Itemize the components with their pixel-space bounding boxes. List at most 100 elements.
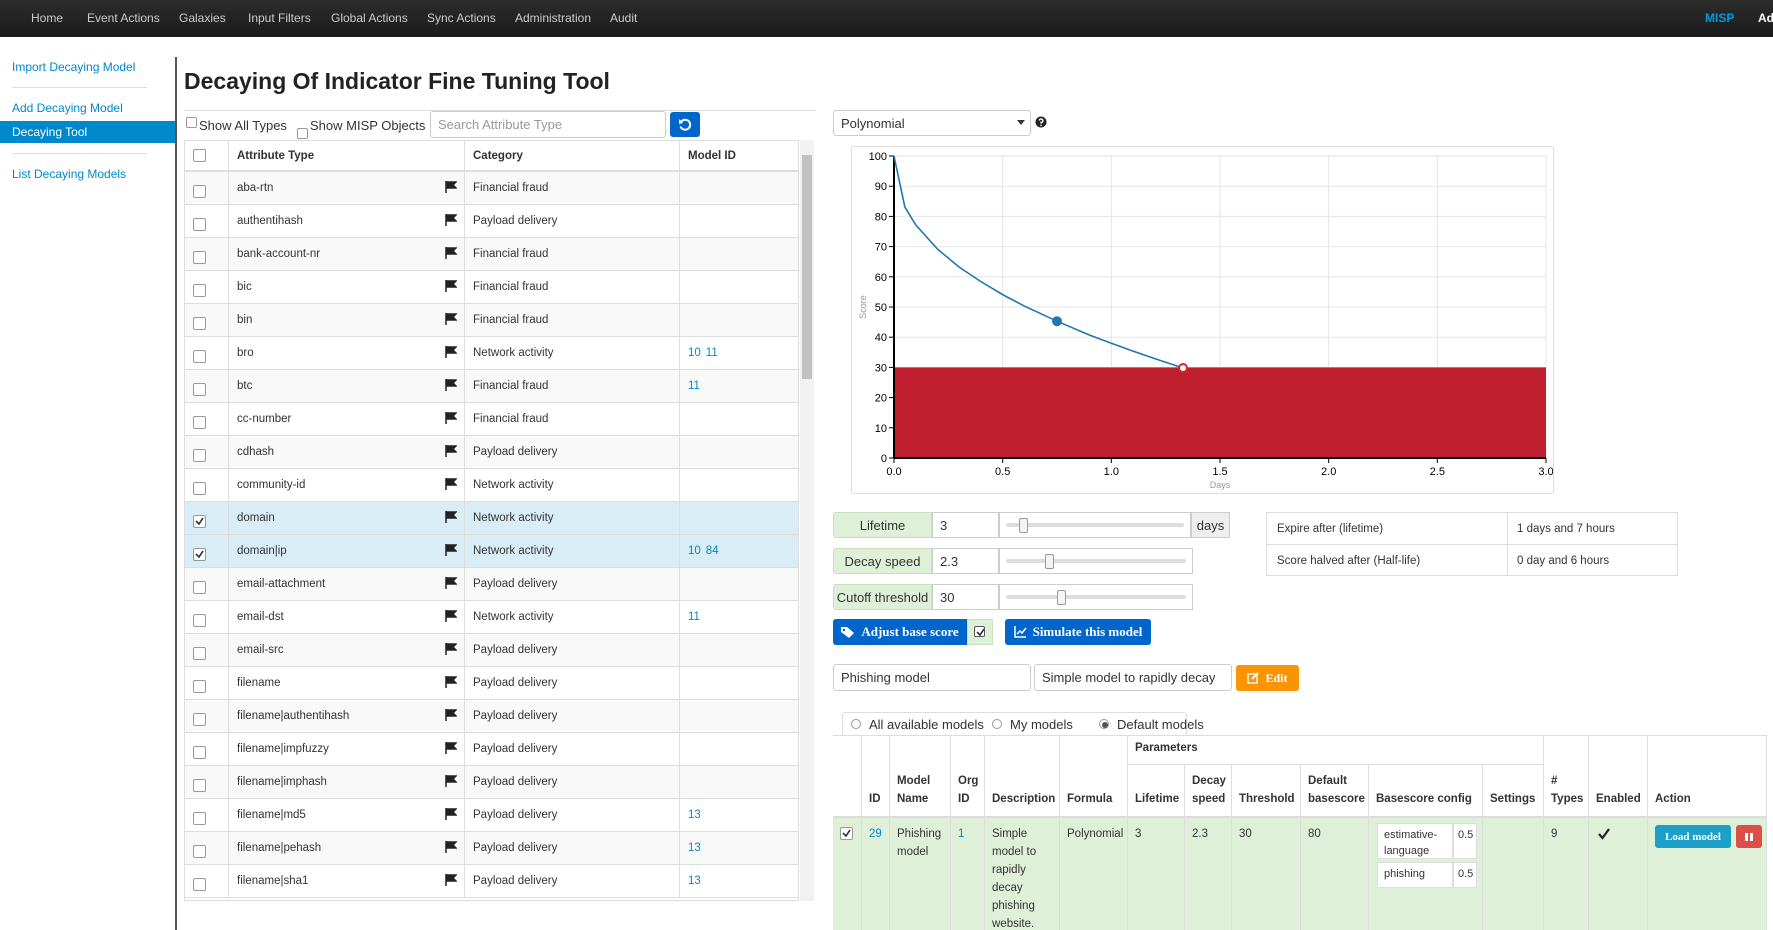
slider[interactable] (999, 584, 1193, 610)
param-input[interactable]: 2.3 (932, 548, 999, 574)
model-id-link[interactable]: 10 (688, 545, 701, 557)
table-row[interactable]: filename|sha1Payload delivery13 (185, 865, 799, 898)
checkbox[interactable] (186, 117, 197, 128)
checkbox[interactable] (193, 812, 206, 825)
user-menu[interactable]: Admin (1758, 0, 1773, 37)
cell-text[interactable]: 29 (869, 828, 882, 840)
nav-item[interactable]: Global Actions (331, 0, 408, 37)
table-row[interactable]: email-attachmentPayload delivery (185, 568, 799, 601)
cell-text[interactable]: 1 (958, 828, 964, 840)
model-id-link[interactable]: 11 (706, 347, 718, 359)
sidebar-link[interactable]: Decaying Tool (12, 125, 87, 139)
table-row[interactable]: community-idNetwork activity (185, 469, 799, 502)
brand[interactable]: MISP (1705, 0, 1734, 37)
table-row[interactable]: broNetwork activity1011 (185, 337, 799, 370)
nav-item[interactable]: Administration (515, 0, 591, 37)
delete-button[interactable] (1736, 825, 1762, 848)
model-name-input[interactable]: Phishing model (833, 664, 1031, 691)
radio[interactable] (1099, 719, 1109, 729)
table-row[interactable]: cdhashPayload delivery (185, 436, 799, 469)
scroll-thumb[interactable] (802, 155, 812, 379)
nav-item[interactable]: Event Actions (87, 0, 160, 37)
checkbox[interactable] (193, 149, 206, 162)
table-row[interactable]: btcFinancial fraud11 (185, 370, 799, 403)
checkbox[interactable] (193, 218, 206, 231)
model-description-input[interactable]: Simple model to rapidly decay (1034, 664, 1232, 691)
model-id-link[interactable]: 10 (688, 347, 701, 359)
slider-thumb[interactable] (1045, 554, 1054, 569)
table-row[interactable]: email-dstNetwork activity11 (185, 601, 799, 634)
sidebar-link[interactable]: Import Decaying Model (12, 60, 135, 74)
model-id-link[interactable]: 11 (688, 611, 700, 623)
checkbox[interactable] (193, 383, 206, 396)
model-id-link[interactable]: 11 (688, 380, 700, 392)
checkbox[interactable] (193, 416, 206, 429)
table-row[interactable]: aba-rtnFinancial fraud (185, 172, 799, 205)
checkbox[interactable] (193, 515, 206, 528)
table-row[interactable]: email-srcPayload delivery (185, 634, 799, 667)
checkbox[interactable] (193, 878, 206, 891)
param-input[interactable]: 30 (932, 584, 999, 610)
radio[interactable] (851, 719, 861, 729)
help-icon[interactable] (1035, 116, 1047, 128)
nav-item[interactable]: Input Filters (248, 0, 311, 37)
formula-select[interactable]: Polynomial (833, 110, 1031, 136)
checkbox[interactable] (193, 350, 206, 363)
slider[interactable] (999, 512, 1191, 538)
slider-thumb[interactable] (1019, 518, 1028, 533)
nav-item[interactable]: Galaxies (179, 0, 226, 37)
table-row[interactable]: filename|impfuzzyPayload delivery (185, 733, 799, 766)
checkbox[interactable] (193, 713, 206, 726)
model-id-link[interactable]: 84 (706, 545, 719, 557)
scrollbar[interactable] (800, 140, 814, 901)
reset-button[interactable] (670, 112, 700, 137)
checkbox[interactable] (193, 449, 206, 462)
param-input[interactable]: 3 (932, 512, 999, 538)
load-button[interactable]: Load model (1655, 825, 1731, 848)
checkbox[interactable] (193, 746, 206, 759)
table-row[interactable]: filename|authentihashPayload delivery (185, 700, 799, 733)
table-row[interactable]: cc-numberFinancial fraud (185, 403, 799, 436)
checkbox[interactable] (193, 251, 206, 264)
checkbox[interactable] (974, 626, 985, 637)
checkbox[interactable] (193, 317, 206, 330)
edit-button[interactable]: Edit (1236, 665, 1299, 691)
sidebar-link[interactable]: List Decaying Models (12, 167, 126, 181)
slider-thumb[interactable] (1057, 590, 1066, 605)
table-row[interactable]: bank-account-nrFinancial fraud (185, 238, 799, 271)
checkbox[interactable] (193, 647, 206, 660)
checkbox[interactable] (193, 779, 206, 792)
model-id-link[interactable]: 13 (688, 842, 701, 854)
adjust-toggle[interactable] (967, 619, 993, 645)
checkbox[interactable] (193, 614, 206, 627)
nav-item[interactable]: Audit (610, 0, 637, 37)
table-row[interactable]: authentihashPayload delivery (185, 205, 799, 238)
sidebar-link[interactable]: Add Decaying Model (12, 101, 123, 115)
checkbox[interactable] (193, 581, 206, 594)
checkbox[interactable] (193, 680, 206, 693)
radio[interactable] (992, 719, 1002, 729)
checkbox[interactable] (193, 845, 206, 858)
checkbox[interactable] (193, 185, 206, 198)
checkbox[interactable] (297, 128, 308, 139)
checkbox[interactable] (193, 548, 206, 561)
table-row[interactable]: filenamePayload delivery (185, 667, 799, 700)
model-id-link[interactable]: 13 (688, 809, 701, 821)
slider[interactable] (999, 548, 1193, 574)
table-row[interactable]: domainNetwork activity (185, 502, 799, 535)
search-input[interactable]: Search Attribute Type (430, 111, 666, 138)
nav-item[interactable]: Home (31, 0, 63, 37)
checkbox[interactable] (193, 284, 206, 297)
model-id-link[interactable]: 13 (688, 875, 701, 887)
table-row[interactable]: domain|ipNetwork activity1084 (185, 535, 799, 568)
simulate-button[interactable]: Simulate this model (1005, 619, 1151, 645)
table-row[interactable]: bicFinancial fraud (185, 271, 799, 304)
table-row[interactable]: filename|md5Payload delivery13 (185, 799, 799, 832)
nav-item[interactable]: Sync Actions (427, 0, 496, 37)
adjust-button[interactable]: Adjust base score (833, 619, 967, 645)
checkbox[interactable] (193, 482, 206, 495)
table-row[interactable]: filename|imphashPayload delivery (185, 766, 799, 799)
table-row[interactable]: binFinancial fraud (185, 304, 799, 337)
checkbox[interactable] (840, 827, 853, 840)
table-row[interactable]: filename|pehashPayload delivery13 (185, 832, 799, 865)
